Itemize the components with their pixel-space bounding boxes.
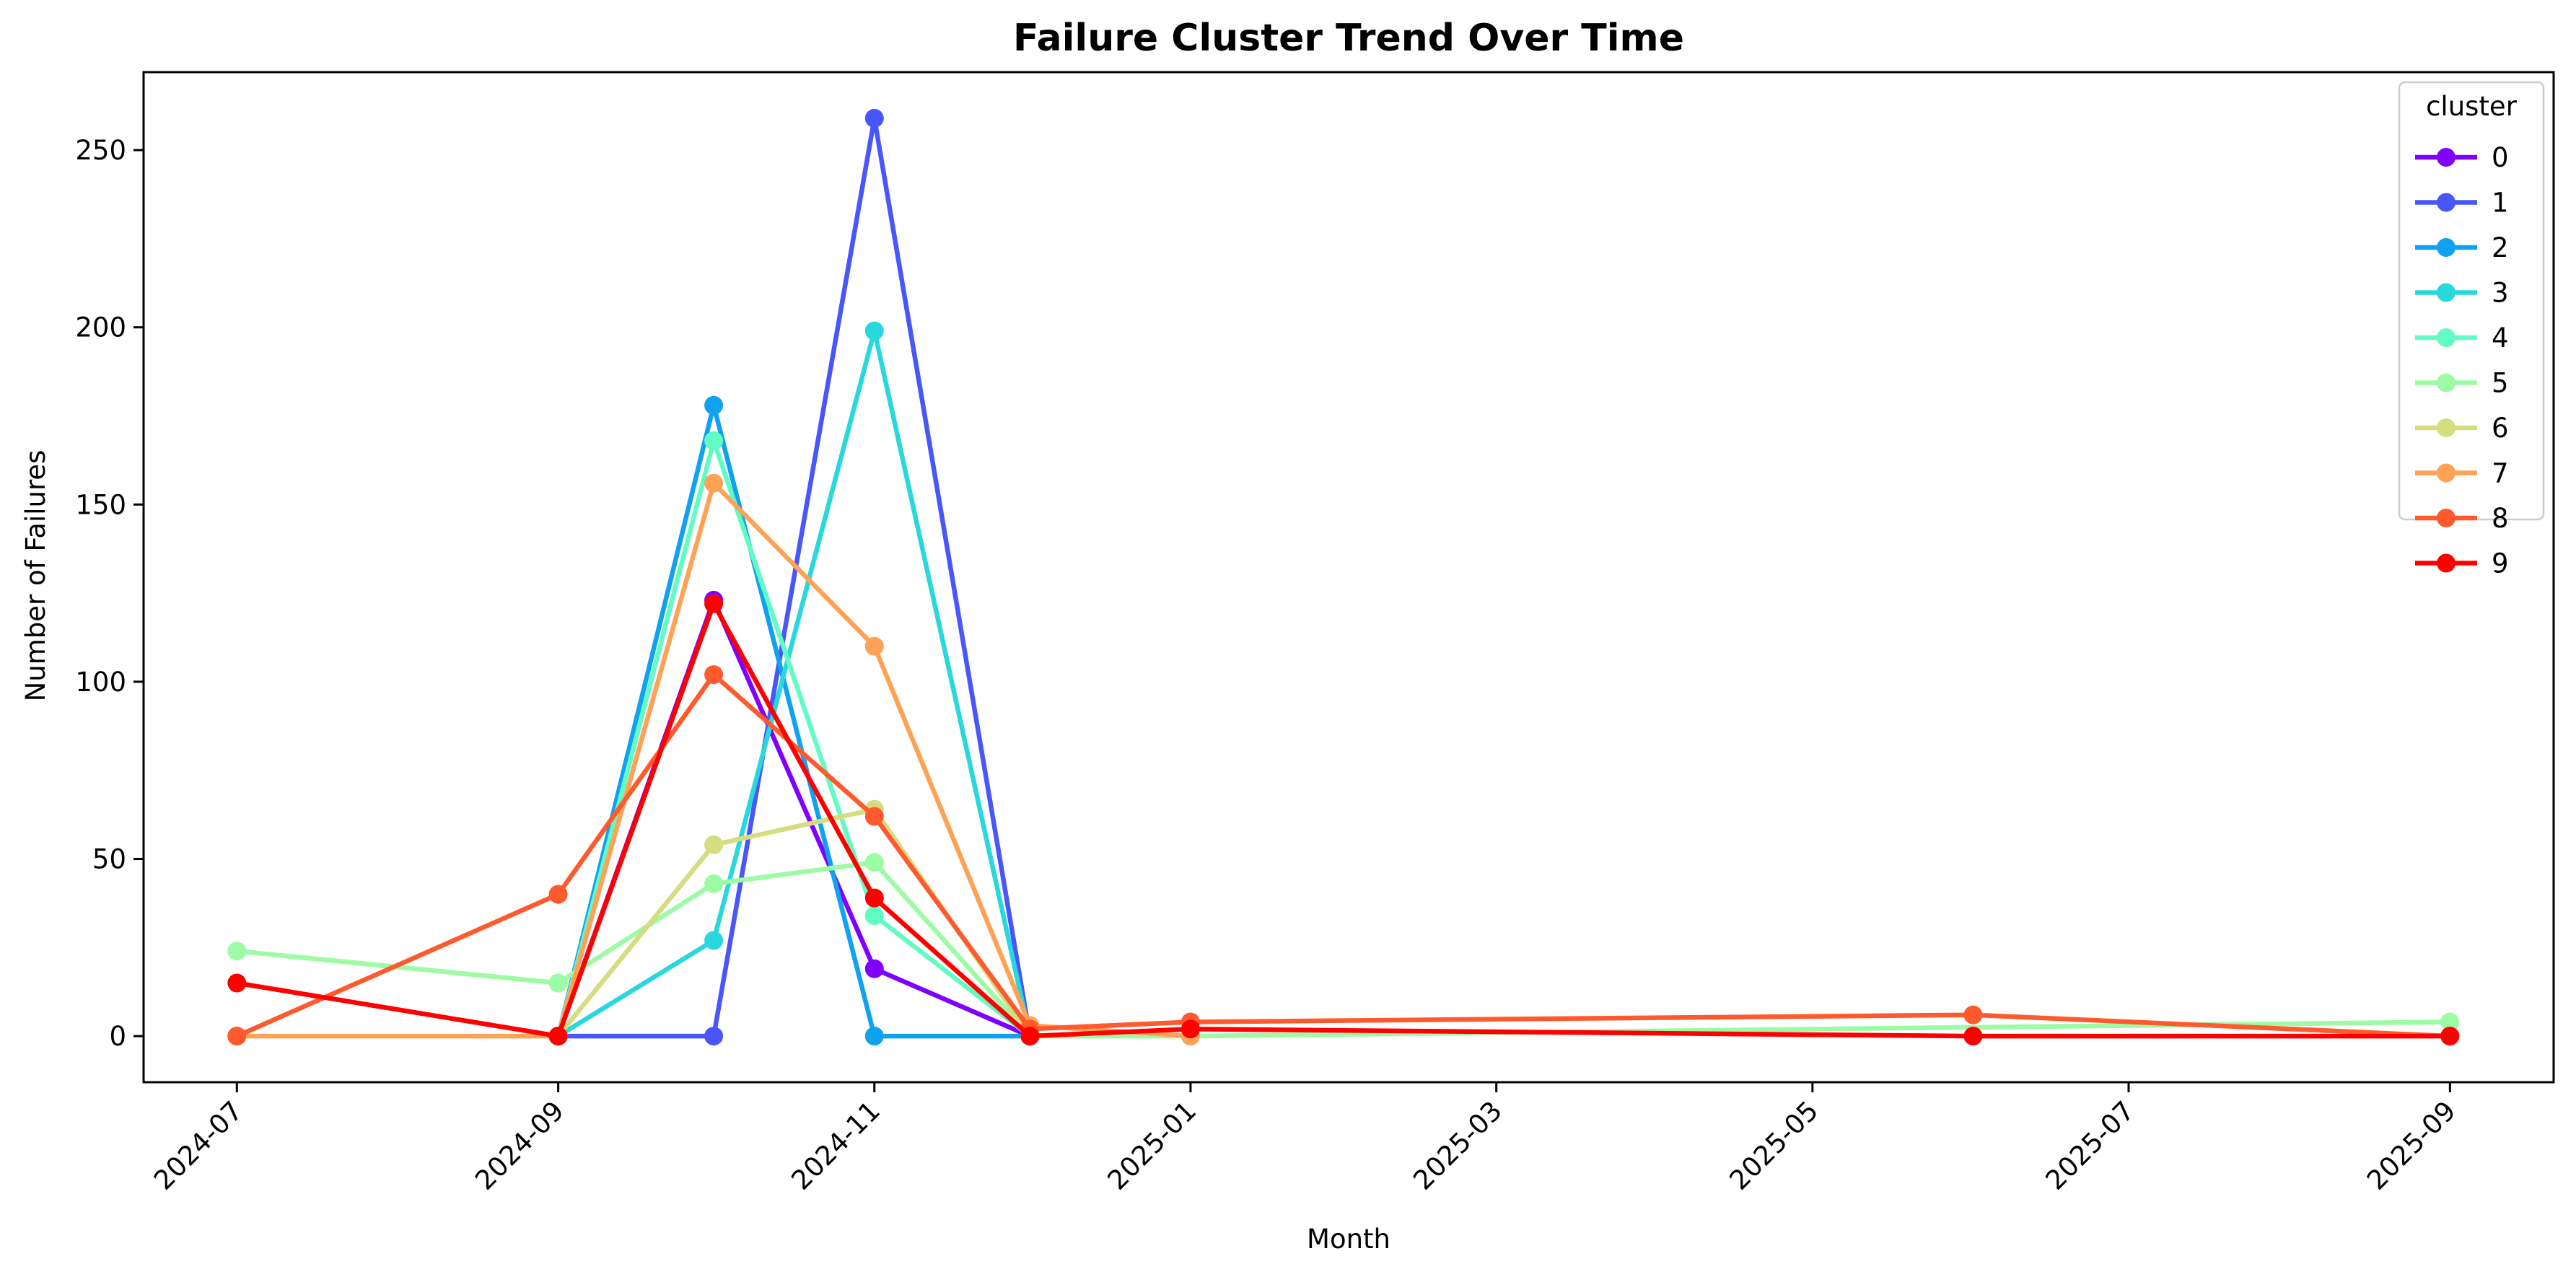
x-tick-label: 2024-07 [148,1095,249,1196]
series-7 [227,473,1200,1046]
x-tick-label: 2025-01 [1102,1095,1203,1196]
legend-item-4: 4 [2415,322,2509,354]
legend-swatch-marker [2437,328,2455,347]
legend-swatch-marker [2437,373,2455,392]
legend-label: 8 [2492,503,2509,534]
data-point [864,1027,884,1046]
data-point [704,431,724,450]
y-tick-label: 150 [75,489,126,520]
data-point [2440,1027,2460,1046]
series-line-1 [556,115,1033,1039]
data-point [704,594,724,613]
y-tick-label: 50 [92,844,126,875]
legend-swatch-marker [2437,418,2455,437]
series-line-3 [556,328,1033,1039]
data-point [704,874,724,893]
data-point [864,636,884,656]
legend-label: 3 [2492,278,2509,309]
legend-swatch-marker [2437,283,2455,302]
data-point [864,959,884,978]
legend-item-0: 0 [2415,142,2509,173]
y-axis-label: Number of Failures [20,450,51,702]
legend-item-1: 1 [2415,188,2509,219]
data-point [2440,1012,2460,1032]
data-point [864,321,884,341]
legend-label: 7 [2492,458,2509,489]
x-tick-label: 2024-11 [785,1095,886,1196]
y-tick-label: 200 [75,312,126,343]
data-point [548,973,568,993]
legend: cluster 0 1 2 3 4 5 6 7 8 9 [2398,81,2545,579]
data-point [548,885,568,904]
legend-title: cluster [2426,91,2518,122]
legend-label: 2 [2492,232,2509,263]
data-point [704,665,724,685]
legend-label: 4 [2492,322,2509,354]
legend-swatch-marker [2437,553,2455,573]
series-line-8 [235,672,2453,1039]
legend-swatch-marker [2437,463,2455,483]
data-point [704,931,724,950]
data-point [704,395,724,415]
plot-area [227,108,2460,1046]
series-line-2 [556,403,1033,1039]
legend-item-5: 5 [2415,368,2509,399]
chart-title: Failure Cluster Trend Over Time [1013,17,1684,60]
data-point [864,906,884,926]
legend-swatch-marker [2437,148,2455,167]
data-point [548,1027,568,1046]
x-axis-label: Month [1307,1224,1390,1255]
y-tick-label: 0 [109,1021,126,1052]
data-point [704,835,724,854]
data-point [1963,1005,1983,1024]
series-2 [548,395,1040,1046]
series-line-7 [235,480,1193,1039]
legend-item-9: 9 [2415,548,2509,579]
legend-swatch-marker [2437,193,2455,212]
data-point [227,1027,247,1046]
data-point [1180,1019,1200,1039]
plot-frame [142,71,2555,1084]
legend-label: 5 [2492,368,2509,399]
x-tick-label: 2025-09 [2361,1095,2462,1196]
series-9 [227,594,2460,1046]
x-tick-label: 2025-05 [1723,1095,1824,1196]
x-tick-label: 2024-09 [469,1095,570,1196]
legend-item-7: 7 [2415,458,2509,489]
data-point [864,807,884,826]
legend-label: 6 [2492,413,2509,444]
data-point [227,973,247,993]
legend-label: 1 [2492,188,2509,219]
data-point [1020,1027,1040,1046]
x-tick-label: 2025-03 [1407,1095,1508,1196]
data-point [1963,1027,1983,1046]
legend-item-6: 6 [2415,413,2509,444]
legend-swatch-marker [2437,509,2455,527]
y-tick-label: 250 [75,135,126,166]
y-tick-label: 100 [75,667,126,698]
legend-box [2398,81,2545,521]
data-point [704,1027,724,1046]
data-point [704,473,724,493]
legend-item-8: 8 [2415,503,2509,534]
legend-swatch-marker [2437,238,2455,257]
series-line-9 [235,601,2453,1039]
x-tick-label: 2025-07 [2040,1095,2141,1196]
series-line-4 [556,438,1033,1039]
data-point [864,108,884,128]
data-point [864,888,884,908]
data-point [864,853,884,872]
series-1 [548,108,1040,1046]
legend-item-3: 3 [2415,278,2509,309]
legend-label: 0 [2492,142,2509,173]
legend-item-2: 2 [2415,232,2509,263]
legend-label: 9 [2492,548,2509,579]
data-point [227,942,247,961]
